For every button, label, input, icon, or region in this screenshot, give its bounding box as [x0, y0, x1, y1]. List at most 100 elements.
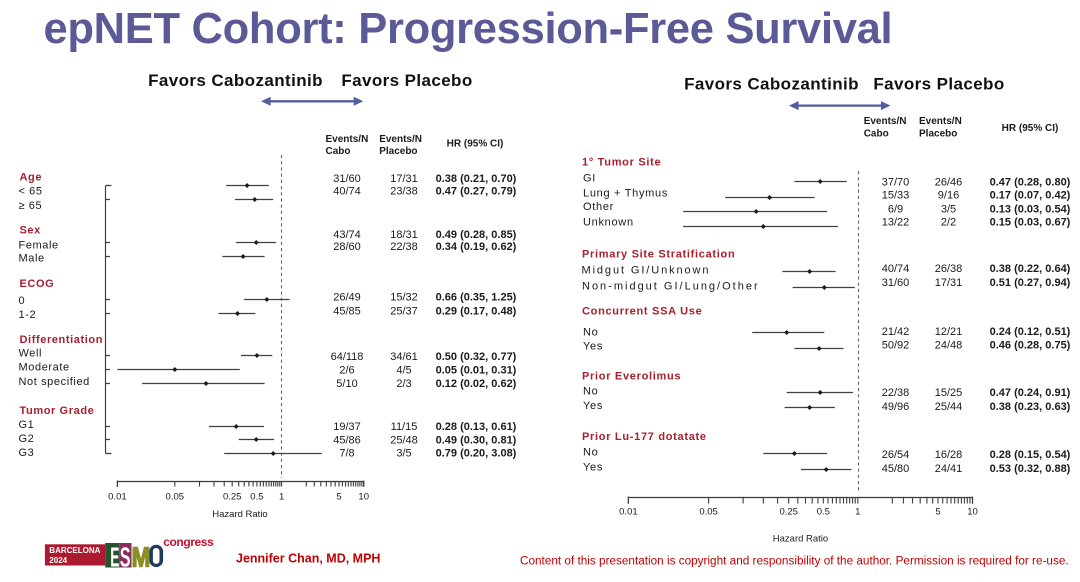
- svg-text:Jennifer Chan, MD, MPH: Jennifer Chan, MD, MPH: [236, 551, 380, 565]
- svg-text:2/2: 2/2: [941, 217, 956, 229]
- svg-text:Primary Site Stratification: Primary Site Stratification: [582, 248, 735, 260]
- svg-text:Prior Lu-177 dotatate: Prior Lu-177 dotatate: [582, 431, 707, 443]
- svg-text:0.15 (0.03, 0.67): 0.15 (0.03, 0.67): [990, 217, 1071, 229]
- svg-text:Midgut GI/Unknown: Midgut GI/Unknown: [582, 265, 711, 277]
- svg-text:0.47 (0.28, 0.80): 0.47 (0.28, 0.80): [990, 177, 1071, 189]
- svg-text:BARCELONA: BARCELONA: [49, 546, 100, 555]
- svg-text:HR (95% CI): HR (95% CI): [447, 139, 504, 150]
- svg-text:2024: 2024: [49, 556, 67, 565]
- svg-text:50/92: 50/92: [882, 340, 910, 352]
- svg-text:45/85: 45/85: [333, 306, 361, 318]
- svg-text:49/96: 49/96: [882, 401, 910, 413]
- svg-text:26/46: 26/46: [935, 177, 963, 189]
- svg-text:Events/N: Events/N: [326, 134, 369, 145]
- svg-text:Cabo: Cabo: [864, 129, 889, 140]
- svg-text:25/37: 25/37: [390, 306, 418, 318]
- svg-text:10: 10: [358, 491, 369, 502]
- svg-text:ECOG: ECOG: [20, 278, 55, 290]
- svg-text:23/38: 23/38: [390, 186, 418, 198]
- svg-text:4/5: 4/5: [396, 365, 411, 377]
- svg-text:0.29 (0.17, 0.48): 0.29 (0.17, 0.48): [436, 306, 517, 318]
- svg-text:Unknown: Unknown: [583, 216, 634, 228]
- svg-text:7/8: 7/8: [339, 448, 354, 460]
- svg-text:Yes: Yes: [583, 462, 603, 474]
- svg-text:24/41: 24/41: [935, 463, 963, 475]
- svg-text:Yes: Yes: [583, 400, 603, 412]
- svg-text:0.66 (0.35, 1.25): 0.66 (0.35, 1.25): [436, 292, 517, 304]
- svg-text:Events/N: Events/N: [864, 116, 907, 127]
- svg-text:Sex: Sex: [20, 225, 42, 237]
- svg-text:0.49 (0.28, 0.85): 0.49 (0.28, 0.85): [436, 229, 517, 241]
- svg-text:0.49 (0.30, 0.81): 0.49 (0.30, 0.81): [436, 435, 517, 447]
- svg-text:26/49: 26/49: [333, 292, 361, 304]
- svg-text:6/9: 6/9: [888, 203, 903, 215]
- svg-text:Tumor Grade: Tumor Grade: [20, 405, 95, 417]
- svg-text:17/31: 17/31: [935, 277, 963, 289]
- svg-text:Cabo: Cabo: [326, 146, 351, 157]
- svg-text:0.79 (0.20, 3.08): 0.79 (0.20, 3.08): [436, 448, 517, 460]
- svg-text:19/37: 19/37: [333, 421, 361, 433]
- svg-text:5: 5: [336, 491, 341, 502]
- svg-text:31/60: 31/60: [882, 277, 910, 289]
- svg-text:0.28 (0.13, 0.61): 0.28 (0.13, 0.61): [436, 421, 517, 433]
- svg-text:5/10: 5/10: [336, 378, 357, 390]
- svg-text:0.01: 0.01: [619, 507, 638, 518]
- svg-text:S: S: [120, 542, 131, 573]
- svg-text:Age: Age: [20, 172, 43, 184]
- svg-text:0.38 (0.22, 0.64): 0.38 (0.22, 0.64): [990, 263, 1071, 275]
- svg-text:G3: G3: [19, 447, 35, 459]
- svg-text:45/86: 45/86: [333, 435, 361, 447]
- svg-text:5: 5: [935, 507, 940, 518]
- svg-text:3/5: 3/5: [396, 448, 411, 460]
- svg-text:0.12 (0.02, 0.62): 0.12 (0.02, 0.62): [436, 378, 517, 390]
- svg-text:Male: Male: [19, 252, 45, 264]
- svg-text:45/80: 45/80: [882, 463, 910, 475]
- svg-text:0.25: 0.25: [779, 507, 798, 518]
- svg-text:Differentiation: Differentiation: [20, 334, 104, 346]
- svg-text:0.28 (0.15, 0.54): 0.28 (0.15, 0.54): [990, 449, 1071, 461]
- svg-text:Lung + Thymus: Lung + Thymus: [583, 188, 668, 200]
- svg-text:0.47 (0.24, 0.91): 0.47 (0.24, 0.91): [990, 387, 1071, 399]
- svg-text:64/118: 64/118: [331, 351, 364, 363]
- svg-text:0: 0: [19, 295, 26, 307]
- svg-text:15/32: 15/32: [390, 292, 418, 304]
- svg-text:M: M: [132, 542, 151, 573]
- svg-text:31/60: 31/60: [333, 173, 361, 185]
- svg-text:Favors Placebo: Favors Placebo: [341, 71, 472, 90]
- svg-text:No: No: [583, 326, 598, 338]
- svg-text:< 65: < 65: [19, 186, 43, 198]
- svg-text:HR (95% CI): HR (95% CI): [1002, 123, 1059, 134]
- svg-text:congress: congress: [163, 535, 214, 549]
- svg-text:26/38: 26/38: [935, 263, 963, 275]
- svg-text:Female: Female: [19, 239, 59, 251]
- svg-text:2/3: 2/3: [396, 378, 411, 390]
- svg-text:0.38 (0.23, 0.63): 0.38 (0.23, 0.63): [990, 401, 1071, 413]
- svg-text:34/61: 34/61: [390, 351, 418, 363]
- svg-text:0.5: 0.5: [817, 507, 830, 518]
- svg-text:Hazard Ratio: Hazard Ratio: [212, 509, 267, 520]
- svg-text:17/31: 17/31: [390, 173, 418, 185]
- svg-text:No: No: [583, 447, 598, 459]
- svg-text:11/15: 11/15: [391, 421, 418, 433]
- svg-text:E: E: [110, 542, 119, 573]
- svg-text:40/74: 40/74: [333, 186, 361, 198]
- svg-text:0.38 (0.21, 0.70): 0.38 (0.21, 0.70): [436, 173, 517, 185]
- svg-text:26/54: 26/54: [882, 449, 910, 461]
- svg-text:≥ 65: ≥ 65: [19, 200, 43, 212]
- svg-text:Prior Everolimus: Prior Everolimus: [582, 371, 681, 383]
- svg-text:22/38: 22/38: [390, 241, 418, 253]
- svg-text:0.25: 0.25: [223, 491, 242, 502]
- svg-text:18/31: 18/31: [390, 229, 418, 241]
- svg-text:1° Tumor Site: 1° Tumor Site: [582, 157, 661, 169]
- svg-text:Yes: Yes: [583, 341, 603, 353]
- svg-text:9/16: 9/16: [938, 190, 959, 202]
- svg-text:Favors Placebo: Favors Placebo: [873, 74, 1004, 93]
- svg-text:43/74: 43/74: [333, 229, 361, 241]
- svg-text:0.05 (0.01, 0.31): 0.05 (0.01, 0.31): [436, 365, 517, 377]
- svg-text:0.47 (0.27, 0.79): 0.47 (0.27, 0.79): [436, 186, 517, 198]
- svg-text:No: No: [583, 386, 598, 398]
- svg-text:Placebo: Placebo: [919, 129, 957, 140]
- svg-text:13/22: 13/22: [882, 217, 910, 229]
- svg-text:Well: Well: [19, 348, 43, 360]
- svg-text:Events/N: Events/N: [379, 134, 422, 145]
